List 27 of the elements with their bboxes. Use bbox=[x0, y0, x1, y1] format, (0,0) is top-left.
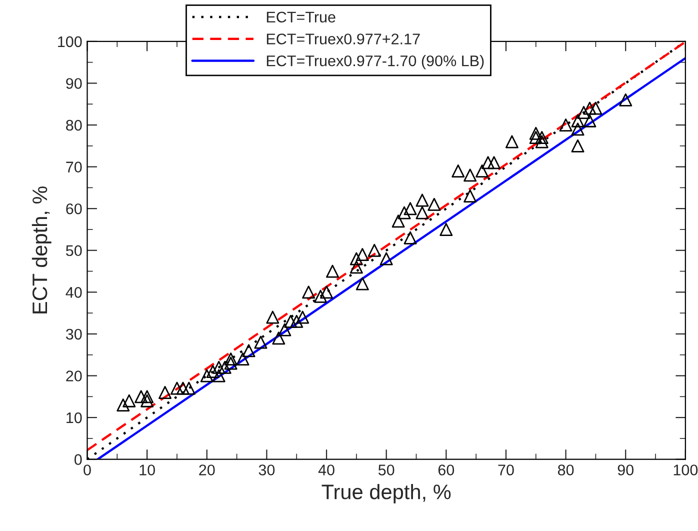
x-tick-label: 70 bbox=[498, 464, 514, 476]
y-tick-label: 20 bbox=[66, 370, 82, 382]
x-tick-label: 80 bbox=[558, 464, 574, 476]
x-tick-label: 20 bbox=[199, 464, 215, 476]
x-tick-label: 40 bbox=[318, 464, 334, 476]
y-tick-label: 90 bbox=[66, 78, 82, 89]
x-tick-label: 60 bbox=[438, 464, 454, 476]
y-tick-label: 100 bbox=[58, 36, 82, 48]
x-tick-label: 10 bbox=[140, 464, 155, 476]
x-tick-label: 90 bbox=[618, 464, 634, 476]
y-tick-label: 0 bbox=[74, 454, 82, 465]
y-tick-label: 60 bbox=[66, 203, 82, 214]
legend-label: ECT=Truex0.977-1.70 (90% LB) bbox=[266, 55, 484, 70]
y-axis-title: ECT depth, % bbox=[32, 186, 52, 314]
y-tick-label: 30 bbox=[66, 328, 82, 340]
legend-label: ECT=True bbox=[266, 12, 336, 23]
y-tick-label: 80 bbox=[66, 120, 82, 131]
x-tick-label: 100 bbox=[674, 464, 698, 476]
legend-label: ECT=Truex0.977+2.17 bbox=[266, 34, 420, 44]
x-tick-label: 30 bbox=[258, 464, 275, 476]
x-tick-label: 0 bbox=[84, 464, 91, 476]
y-tick-label: 40 bbox=[66, 287, 82, 298]
x-tick-label: 50 bbox=[378, 464, 394, 476]
x-axis-title: True depth, % bbox=[322, 484, 451, 504]
y-tick-label: 70 bbox=[66, 162, 82, 172]
y-tick-label: 10 bbox=[66, 412, 82, 424]
y-tick-label: 50 bbox=[66, 245, 82, 256]
